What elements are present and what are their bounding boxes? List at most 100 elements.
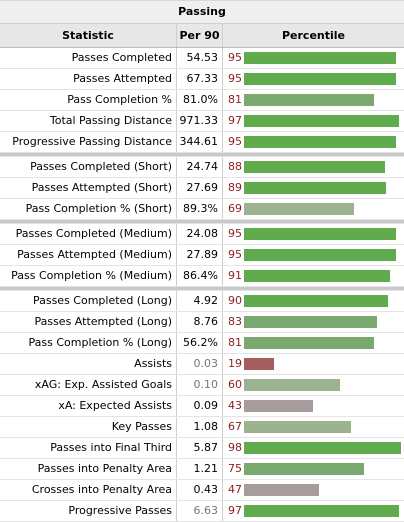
per90-value: 0.10 — [177, 375, 223, 395]
percentile-cell: 95 — [223, 132, 404, 152]
percentile-value: 81 — [228, 93, 242, 106]
percentile-bar — [244, 228, 396, 240]
percentile-cell: 47 — [223, 480, 404, 500]
table-row: Pass Completion % 81.0% 81 — [0, 90, 404, 111]
percentile-bar — [244, 484, 319, 496]
stat-name: Progressive Passing Distance — [0, 132, 177, 152]
percentile-value: 90 — [228, 294, 242, 307]
percentile-cell: 75 — [223, 459, 404, 479]
percentile-bar — [244, 203, 354, 215]
table-row: Passes Completed (Short) 24.74 88 — [0, 157, 404, 178]
table-row: Pass Completion % (Short) 89.3% 69 — [0, 199, 404, 220]
per90-value: 27.69 — [177, 178, 223, 198]
percentile-value: 47 — [228, 483, 242, 496]
percentile-cell: 83 — [223, 312, 404, 332]
percentile-bar — [244, 270, 390, 282]
stat-name: Key Passes — [0, 417, 177, 437]
percentile-cell: 67 — [223, 417, 404, 437]
table-row: Total Passing Distance 971.33 97 — [0, 111, 404, 132]
per90-value: 27.89 — [177, 245, 223, 265]
percentile-value: 60 — [228, 378, 242, 391]
percentile-cell: 97 — [223, 111, 404, 131]
stat-name: Pass Completion % — [0, 90, 177, 110]
percentile-cell: 69 — [223, 199, 404, 219]
percentile-value: 98 — [228, 441, 242, 454]
stat-name: Crosses into Penalty Area — [0, 480, 177, 500]
table-row: Progressive Passing Distance 344.61 95 — [0, 132, 404, 153]
percentile-value: 95 — [228, 227, 242, 240]
percentile-bar — [244, 161, 385, 173]
stat-name: Passes Attempted — [0, 69, 177, 89]
header-per90[interactable]: Per 90 — [177, 24, 223, 47]
stat-name: Assists — [0, 354, 177, 374]
percentile-cell: 43 — [223, 396, 404, 416]
per90-value: 971.33 — [177, 111, 223, 131]
group-separator — [0, 153, 404, 157]
per90-value: 24.74 — [177, 157, 223, 177]
percentile-value: 97 — [228, 114, 242, 127]
group-separator — [0, 287, 404, 291]
per90-value: 1.08 — [177, 417, 223, 437]
percentile-cell: 98 — [223, 438, 404, 458]
percentile-value: 95 — [228, 72, 242, 85]
percentile-bar — [244, 337, 374, 349]
percentile-value: 83 — [228, 315, 242, 328]
stat-name: Passes into Final Third — [0, 438, 177, 458]
percentile-bar — [244, 136, 396, 148]
percentile-value: 95 — [228, 135, 242, 148]
table-header: Statistic Per 90 Percentile — [0, 23, 404, 48]
percentile-bar — [244, 463, 364, 475]
table-row: Passes Attempted (Medium) 27.89 95 — [0, 245, 404, 266]
percentile-cell: 91 — [223, 266, 404, 286]
percentile-value: 19 — [228, 357, 242, 370]
table-row: Passes into Final Third 5.87 98 — [0, 438, 404, 459]
percentile-bar — [244, 249, 396, 261]
table-row: Passes Completed (Long) 4.92 90 — [0, 291, 404, 312]
stat-name: Passes Attempted (Short) — [0, 178, 177, 198]
table-row: Passes into Penalty Area 1.21 75 — [0, 459, 404, 480]
per90-value: 89.3% — [177, 199, 223, 219]
table-row: Passes Completed (Medium) 24.08 95 — [0, 224, 404, 245]
header-percentile[interactable]: Percentile — [281, 29, 346, 42]
percentile-cell: 97 — [223, 501, 404, 521]
stat-name: Pass Completion % (Short) — [0, 199, 177, 219]
percentile-bar — [244, 94, 374, 106]
percentile-value: 81 — [228, 336, 242, 349]
table-row: Pass Completion % (Medium) 86.4% 91 — [0, 266, 404, 287]
header-statistic[interactable]: Statistic — [0, 24, 177, 47]
table-title: Passing — [0, 0, 404, 23]
per90-value: 54.53 — [177, 48, 223, 68]
per90-value: 81.0% — [177, 90, 223, 110]
per90-value: 6.63 — [177, 501, 223, 521]
group-separator — [0, 220, 404, 224]
percentile-bar — [244, 73, 396, 85]
stat-name: Pass Completion % (Long) — [0, 333, 177, 353]
percentile-value: 69 — [228, 202, 242, 215]
percentile-cell: 95 — [223, 224, 404, 244]
percentile-bar — [244, 379, 340, 391]
stat-name: xA: Expected Assists — [0, 396, 177, 416]
percentile-cell: 95 — [223, 245, 404, 265]
table-row: Passes Attempted (Long) 8.76 83 — [0, 312, 404, 333]
table-row: xA: Expected Assists 0.09 43 — [0, 396, 404, 417]
percentile-bar — [244, 442, 401, 454]
percentile-value: 88 — [228, 160, 242, 173]
per90-value: 0.09 — [177, 396, 223, 416]
stat-name: Passes Completed (Short) — [0, 157, 177, 177]
per90-value: 67.33 — [177, 69, 223, 89]
percentile-bar — [244, 316, 377, 328]
percentile-bar — [244, 358, 274, 370]
stat-name: Progressive Passes — [0, 501, 177, 521]
percentile-bar — [244, 182, 386, 194]
per90-value: 344.61 — [177, 132, 223, 152]
table-row: Assists 0.03 19 — [0, 354, 404, 375]
table-row: Passes Attempted 67.33 95 — [0, 69, 404, 90]
per90-value: 86.4% — [177, 266, 223, 286]
percentile-bar — [244, 295, 388, 307]
stat-name: Passes Completed (Long) — [0, 291, 177, 311]
percentile-cell: 95 — [223, 48, 404, 68]
per90-value: 0.43 — [177, 480, 223, 500]
per90-value: 4.92 — [177, 291, 223, 311]
percentile-value: 75 — [228, 462, 242, 475]
